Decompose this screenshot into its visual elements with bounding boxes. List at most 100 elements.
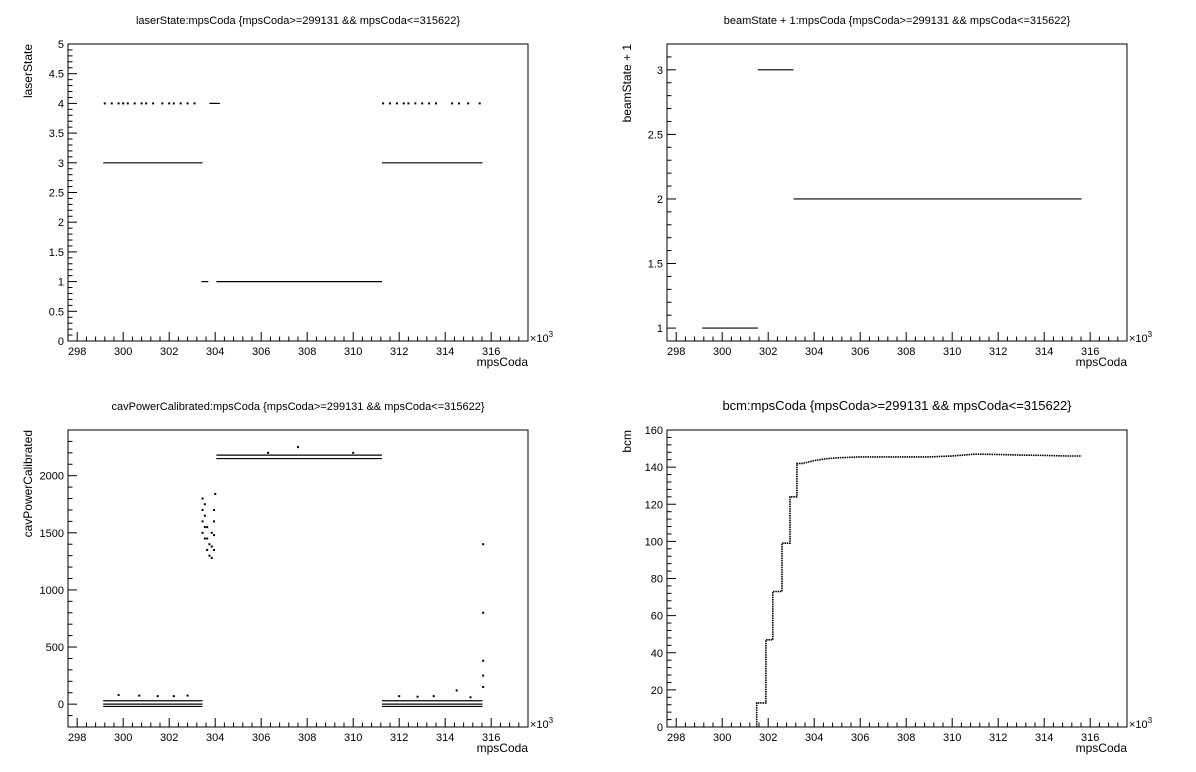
data-point [201,531,204,534]
x-tick-label: 308 [298,732,316,744]
data-point [208,554,211,557]
x-tick-label: 316 [1081,732,1099,744]
x-exponent-label: ×103 [530,716,554,731]
data-point [482,611,485,614]
data-point [414,102,417,105]
y-tick-label: 4.5 [49,69,64,81]
data-point [110,102,113,105]
data-point [133,102,136,105]
x-tick-label: 314 [436,732,454,744]
chart-title: bcm:mpsCoda {mpsCoda>=299131 && mpsCoda<… [722,398,1072,413]
data-point [152,102,155,105]
plot-frame [666,43,1128,342]
x-exponent-base: ×10 [1129,719,1148,731]
y-tick-label: 120 [645,499,663,511]
chart-title: laserState:mpsCoda {mpsCoda>=299131 && m… [136,15,460,27]
y-tick-label: 1000 [40,585,64,597]
data-point [206,526,209,529]
data-point [201,497,204,500]
data-series-line [755,453,1082,727]
data-point [161,102,164,105]
x-axis-label: mpsCoda [477,355,529,369]
y-tick-label: 2.5 [49,188,64,200]
x-tick-label: 306 [851,346,869,358]
x-axis-label: mpsCoda [477,741,529,755]
x-tick-label: 308 [298,346,316,358]
data-point [407,102,410,105]
y-tick-label: 40 [651,648,663,660]
y-tick-label: 80 [651,574,663,586]
chart-title: cavPowerCalibrated:mpsCoda {mpsCoda>=299… [111,401,484,413]
x-tick-label: 306 [252,732,270,744]
data-point [156,695,159,698]
data-point [210,556,213,559]
data-point [172,695,175,698]
x-tick-label: 312 [390,732,408,744]
y-tick-label: 1 [657,323,663,335]
x-tick-label: 316 [1081,346,1099,358]
data-point [168,102,171,105]
data-point [395,102,398,105]
x-tick-label: 314 [1035,732,1053,744]
x-tick-label: 300 [713,732,731,744]
y-axis-label: laserState [21,44,35,98]
data-point [478,102,481,105]
x-tick-label: 304 [206,732,224,744]
data-point [482,686,485,689]
plot-frame [67,43,529,342]
x-tick-label: 314 [436,346,454,358]
x-tick-label: 310 [344,732,362,744]
chart-title: beamState + 1:mpsCoda {mpsCoda>=299131 &… [724,15,1071,27]
x-exponent-label: ×103 [530,330,554,345]
data-point [213,534,216,537]
x-exponent-power: 3 [549,330,554,339]
y-tick-label: 1 [58,277,64,289]
data-point [213,520,216,523]
data-point [213,548,216,551]
y-tick-label: 2.5 [648,129,663,141]
x-axis-label: mpsCoda [1076,741,1128,755]
data-point [186,694,189,697]
x-tick-label: 302 [160,732,178,744]
y-tick-label: 4 [58,98,64,110]
data-point [467,102,470,105]
x-tick-label: 306 [851,732,869,744]
y-tick-label: 3.5 [49,128,64,140]
x-tick-label: 310 [943,732,961,744]
y-axis-label: cavPowerCalibrated [21,430,35,537]
y-tick-label: 1.5 [648,259,663,271]
data-point [138,694,141,697]
x-tick-label: 312 [989,346,1007,358]
y-tick-label: 1.5 [49,247,64,259]
data-point [455,689,458,692]
data-point [186,102,189,105]
data-point [398,695,401,698]
chart-panel-1: laserState:mpsCoda {mpsCoda>=299131 && m… [21,15,554,369]
x-tick-label: 300 [713,346,731,358]
data-point [201,508,204,511]
data-point [428,102,431,105]
x-tick-label: 308 [897,346,915,358]
data-point [214,492,217,495]
data-point [451,102,454,105]
x-exponent-power: 3 [549,716,554,725]
data-point [213,508,216,511]
data-point [122,102,125,105]
data-point [267,451,270,454]
plot-frame [666,429,1128,728]
data-point [482,659,485,662]
y-tick-label: 0 [58,699,64,711]
data-point [193,102,196,105]
x-tick-label: 302 [160,346,178,358]
x-exponent-label: ×103 [1129,716,1153,731]
data-point [117,102,120,105]
x-tick-label: 314 [1035,346,1053,358]
x-tick-label: 304 [805,346,823,358]
y-tick-label: 2 [657,194,663,206]
y-tick-label: 0 [58,336,64,348]
data-point [210,531,213,534]
x-tick-label: 316 [482,346,500,358]
x-tick-label: 310 [344,346,362,358]
x-tick-label: 298 [68,346,86,358]
